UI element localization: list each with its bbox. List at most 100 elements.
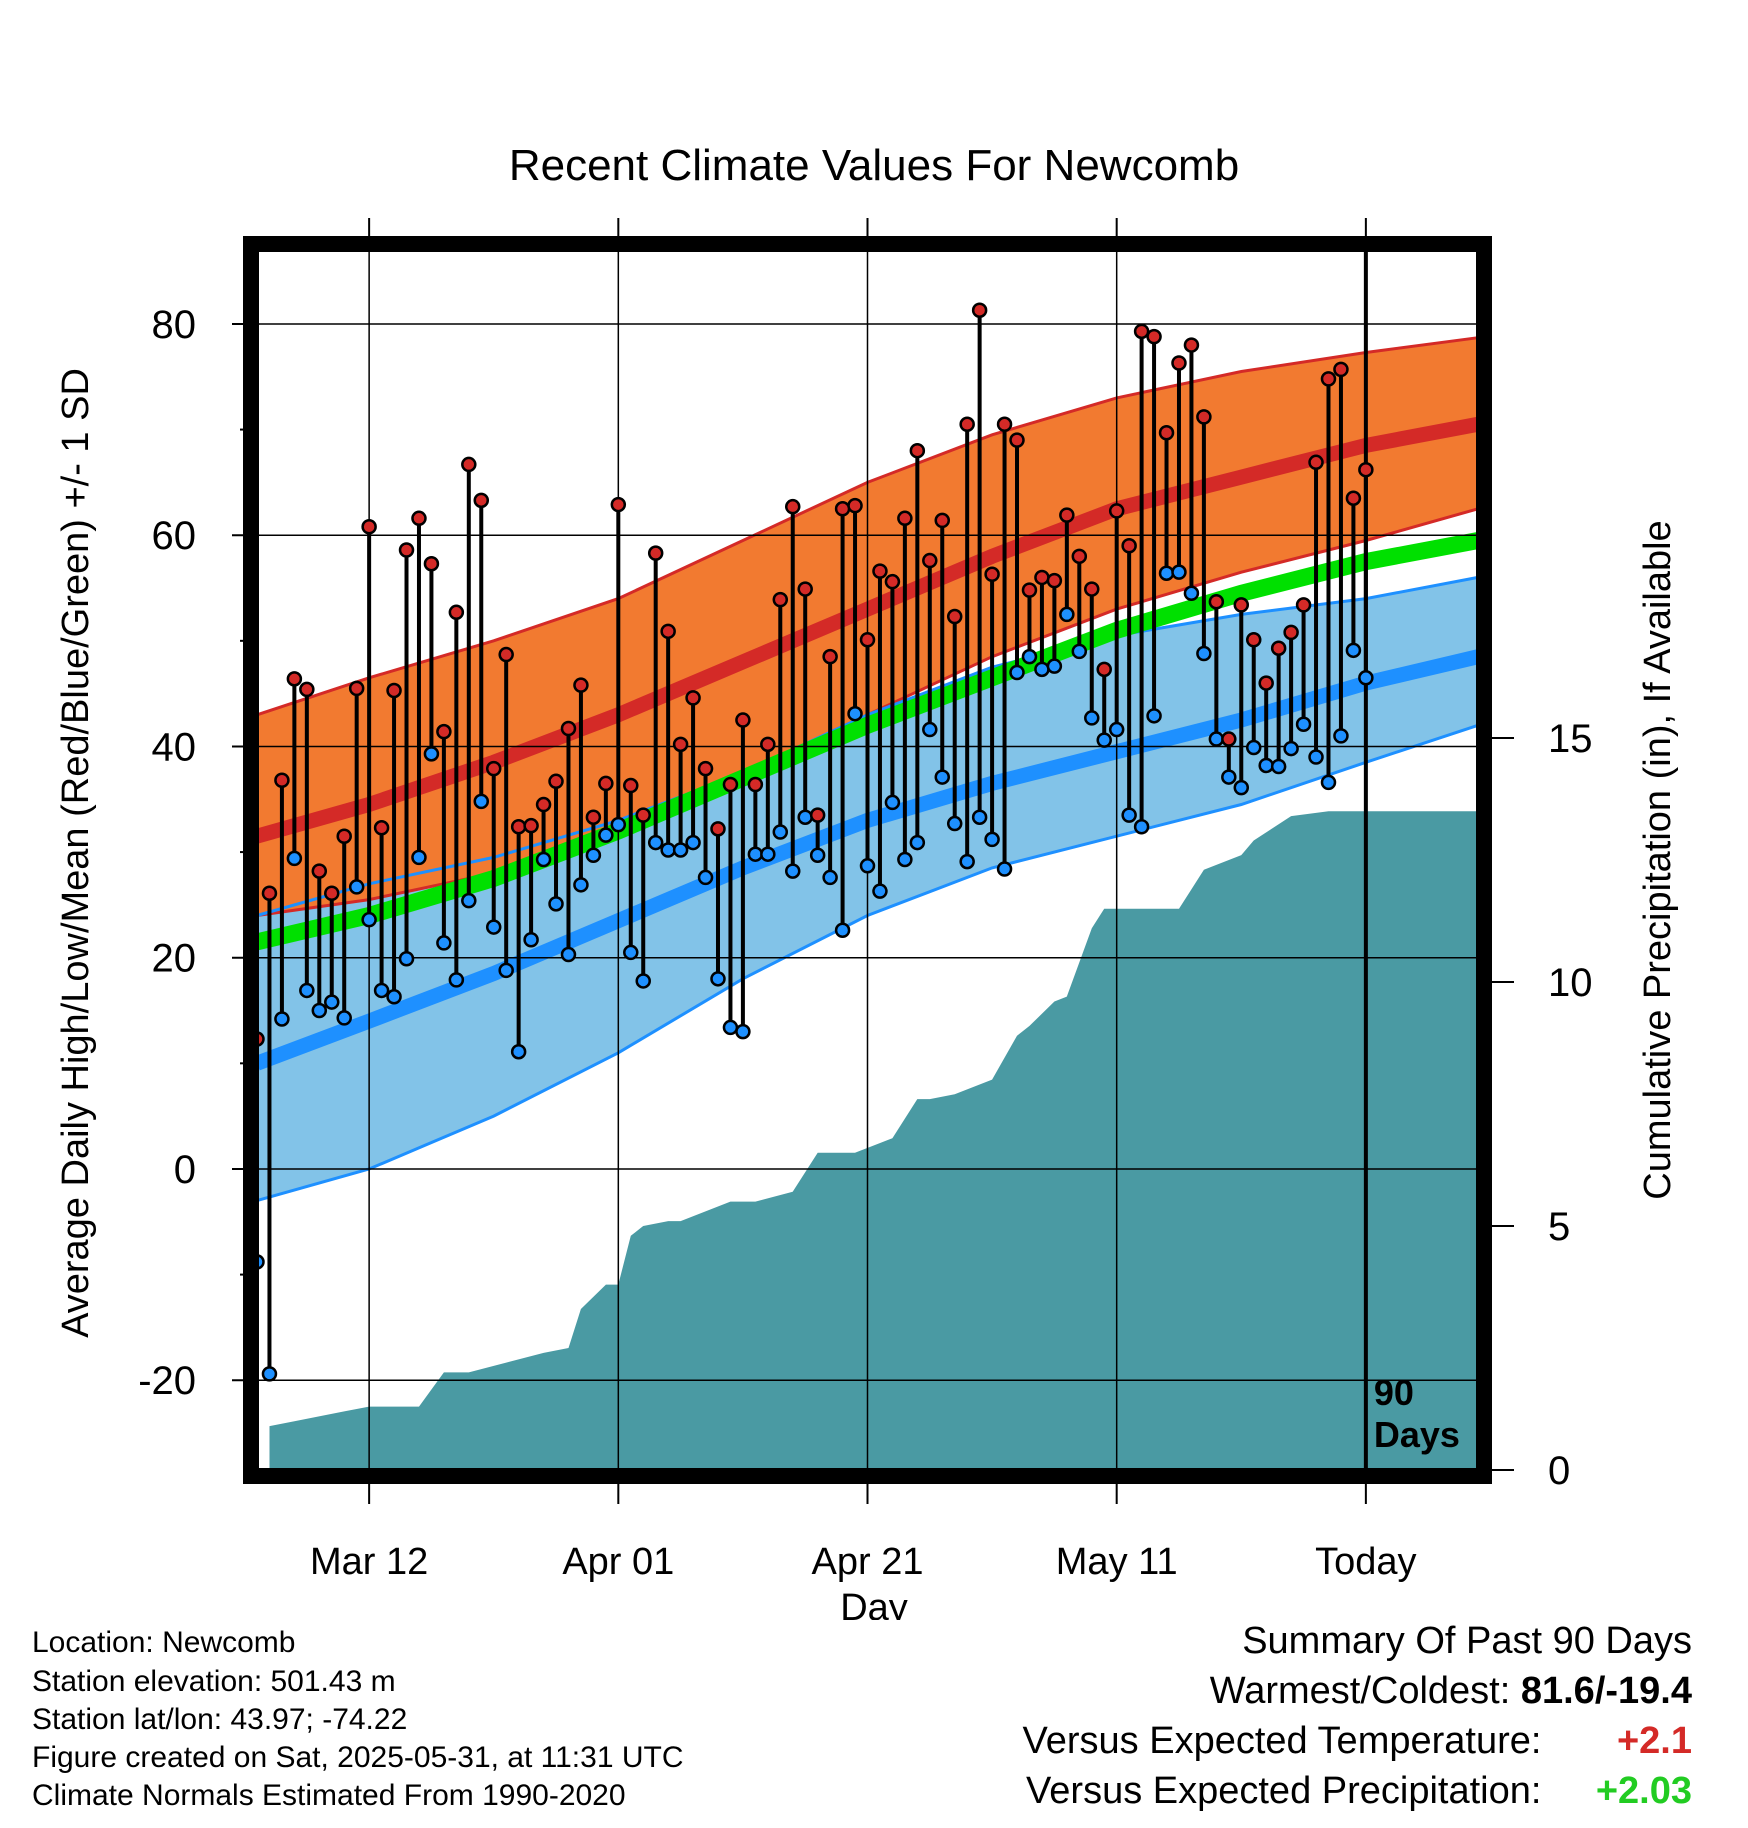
y-tick-label: 60 <box>152 514 197 558</box>
daily-low-point <box>510 1043 527 1060</box>
daily-low-point <box>623 944 639 961</box>
daily-low-point <box>448 972 465 988</box>
daily-low-point <box>660 842 676 858</box>
daily-high-point <box>348 680 365 697</box>
daily-high-point <box>971 302 988 318</box>
daily-high-point <box>1021 582 1038 598</box>
daily-low-point <box>610 816 627 833</box>
daily-low-point <box>909 834 926 851</box>
daily-high-point <box>573 677 589 693</box>
daily-low-point <box>299 982 315 999</box>
location-text: Location: Newcomb <box>32 1626 296 1659</box>
climate-chart: Recent Climate Values For Newcomb 90Days… <box>55 141 1679 1620</box>
daily-low-point <box>498 962 514 979</box>
precip-label: Versus Expected Precipitation: <box>1026 1770 1542 1812</box>
temp-label: Versus Expected Temperature: <box>1022 1720 1542 1762</box>
x-tick-label: Apr 01 <box>562 1541 674 1583</box>
daily-low-point <box>1345 642 1362 659</box>
daily-low-point <box>1221 769 1237 785</box>
precip-value: +2.03 <box>1595 1770 1692 1812</box>
warm-cold-value: 81.6/-19.4 <box>1520 1670 1692 1712</box>
daily-high-point <box>1208 593 1225 610</box>
daily-high-point <box>1121 538 1137 554</box>
precip-area <box>269 811 1478 1470</box>
daily-high-point <box>1270 640 1287 656</box>
y-tick-label: 80 <box>152 303 197 347</box>
daily-low-point <box>1283 740 1299 757</box>
daily-low-point <box>1108 721 1125 738</box>
daily-high-point <box>436 723 452 740</box>
daily-low-point <box>1196 645 1212 662</box>
daily-low-point <box>324 994 340 1010</box>
daily-high-point <box>784 498 801 515</box>
daily-high-point <box>934 512 951 529</box>
daily-low-point <box>772 824 789 840</box>
daily-high-point <box>772 591 789 608</box>
daily-low-point <box>411 849 427 866</box>
warm-cold-label: Warmest/Coldest: <box>1209 1670 1511 1712</box>
daily-low-point <box>1009 664 1025 681</box>
daily-high-point <box>1084 581 1100 597</box>
daily-high-point <box>473 492 490 509</box>
daily-high-point <box>797 581 813 597</box>
daily-low-point <box>523 931 539 948</box>
daily-high-point <box>1108 503 1125 519</box>
daily-high-point <box>261 885 278 902</box>
daily-stems <box>255 310 1368 1374</box>
daily-low-point <box>934 769 951 785</box>
daily-high-point <box>697 760 714 777</box>
daily-low-point <box>1146 708 1162 724</box>
daily-high-point <box>1171 355 1187 371</box>
daily-low-point <box>423 746 440 762</box>
daily-high-point <box>411 510 427 527</box>
daily-high-point <box>1320 371 1337 387</box>
daily-low-point <box>461 892 477 909</box>
daily-low-point <box>971 809 988 825</box>
y-tick-label: -20 <box>138 1359 196 1403</box>
daily-low-point <box>436 935 452 951</box>
daily-low-point <box>1183 585 1200 602</box>
daily-high-point <box>610 496 627 513</box>
daily-low-point <box>897 851 913 868</box>
daily-low-point <box>473 793 490 810</box>
daily-low-point <box>1270 758 1287 775</box>
daily-high-point <box>847 497 863 514</box>
daily-low-point <box>685 834 701 851</box>
daily-low-point <box>535 851 552 868</box>
daily-low-point <box>1295 716 1312 733</box>
daily-low-point <box>884 794 901 811</box>
daily-low-point <box>710 971 726 987</box>
daily-high-point <box>560 720 577 737</box>
daily-low-point <box>548 896 564 912</box>
plot-frame <box>243 236 1492 1484</box>
precip-row: Versus Expected Precipitation: +2.03 <box>1026 1770 1692 1813</box>
y2-tick-label: 10 <box>1548 961 1593 1005</box>
daily-low-point <box>485 919 502 935</box>
daily-high-point <box>274 772 290 789</box>
y2-axis-label: Cumulative Precipitation (in), If Availa… <box>1637 520 1679 1199</box>
today-days-number: 90 <box>1374 1372 1414 1413</box>
daily-low-point <box>585 847 602 863</box>
daily-high-point <box>872 563 888 579</box>
daily-high-point <box>760 736 776 753</box>
daily-high-point <box>1146 328 1162 345</box>
daily-high-point <box>1233 597 1250 613</box>
daily-low-point <box>722 1019 739 1036</box>
chart-title: Recent Climate Values For Newcomb <box>509 141 1239 190</box>
daily-high-point <box>1308 454 1324 471</box>
daily-high-point <box>548 773 564 790</box>
daily-low-point <box>784 863 801 879</box>
daily-low-point <box>261 1366 278 1382</box>
daily-low-point <box>797 809 813 825</box>
daily-low-point <box>1034 661 1050 678</box>
daily-low-point <box>286 850 303 867</box>
daily-low-point <box>1308 749 1324 765</box>
daily-high-point <box>822 648 838 665</box>
daily-high-point <box>660 623 676 640</box>
daily-high-point <box>1059 507 1075 523</box>
daily-high-point <box>535 796 552 813</box>
daily-low-point <box>747 846 764 862</box>
y-axis-label: Average Daily High/Low/Mean (Red/Blue/Gr… <box>55 368 97 1338</box>
daily-high-point <box>996 416 1013 433</box>
y2-tick-label: 5 <box>1548 1205 1570 1249</box>
